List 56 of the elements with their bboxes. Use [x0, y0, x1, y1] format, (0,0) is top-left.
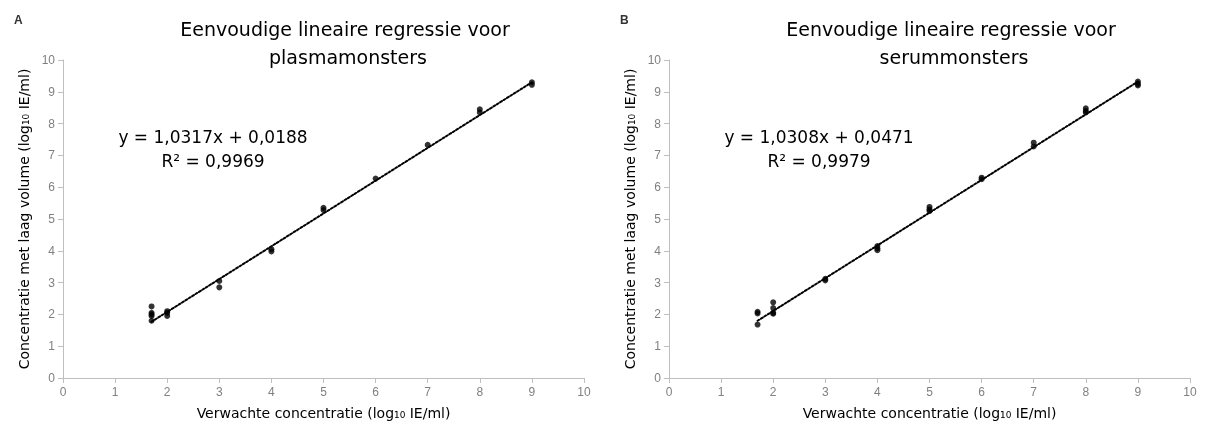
y-tick-label: 8 [653, 116, 661, 131]
y-tick-label: 6 [48, 180, 56, 195]
y-tick-label: 7 [48, 148, 56, 163]
annotation: y = 1,0308x + 0,0471 [723, 126, 914, 147]
x-tick-label: 4 [268, 385, 276, 399]
x-axis-title: Verwachte concentratie (log₁₀ IE/ml) [802, 405, 1056, 421]
chart-title: Eenvoudige lineaire regressie voor plasmamonsters [180, 18, 516, 68]
x-tick-label: 7 [1029, 385, 1037, 399]
text: A [14, 13, 23, 27]
y-tick-label: 6 [653, 180, 661, 195]
y-tick-label: 10 [647, 53, 661, 67]
x-tick-label: 4 [873, 385, 881, 399]
x-tick-label: 1 [717, 385, 725, 399]
text: B [619, 13, 629, 27]
annotation: R² = 0,9969 [161, 150, 265, 171]
x-axis-title: Verwachte concentratie (log₁₀ IE/ml) [196, 405, 451, 421]
y-tick-label: 5 [653, 212, 661, 226]
x-tick-label: 3 [215, 385, 223, 399]
y-axis-title: Concentratie met laag volume (log₁₀ IE/ml) [621, 68, 638, 370]
y-tick-label: 5 [48, 212, 56, 226]
x-tick-label: 9 [1134, 385, 1142, 399]
x-tick-label: 10 [577, 385, 591, 399]
x-tick-label: 3 [821, 385, 829, 399]
x-tick-label: 6 [372, 385, 380, 399]
y-tick-label: 2 [653, 307, 661, 322]
x-tick-label: 1 [111, 385, 119, 399]
x-tick-label: 9 [528, 385, 536, 399]
x-tick-label: 6 [977, 385, 985, 399]
y-tick-label: 7 [653, 148, 661, 163]
y-tick-label: 0 [653, 371, 661, 385]
y-axis-title: Concentratie met laag volume (log₁₀ IE/ml) [15, 68, 32, 370]
x-tick-label: 10 [1182, 385, 1197, 399]
chart-title: Eenvoudige lineaire regressie voor serummonsters [785, 18, 1122, 68]
y-tick-label: 9 [653, 84, 661, 99]
x-tick-label: 8 [1081, 385, 1089, 399]
y-tick-label: 0 [48, 371, 56, 385]
y-tick-label: 3 [653, 275, 661, 290]
x-tick-label: 7 [424, 385, 432, 399]
y-tick-label: 1 [48, 339, 56, 354]
x-tick-label: 2 [163, 385, 171, 399]
x-tick-label: 0 [665, 385, 673, 399]
y-tick-label: 3 [48, 275, 56, 290]
x-tick-label: 5 [925, 385, 933, 399]
x-tick-label: 8 [476, 385, 484, 399]
y-tick-label: 4 [48, 243, 56, 258]
y-tick-label: 8 [48, 116, 56, 131]
y-tick-label: 2 [48, 307, 56, 322]
annotation: y = 1,0317x + 0,0188 [118, 126, 308, 147]
annotation: R² = 0,9979 [766, 150, 871, 171]
x-tick-label: 0 [59, 385, 67, 399]
y-tick-label: 10 [41, 53, 56, 67]
x-tick-label: 2 [769, 385, 777, 399]
y-tick-label: 9 [48, 84, 56, 99]
y-tick-label: 4 [653, 243, 661, 258]
x-tick-label: 5 [320, 385, 328, 399]
y-tick-label: 1 [653, 339, 661, 354]
